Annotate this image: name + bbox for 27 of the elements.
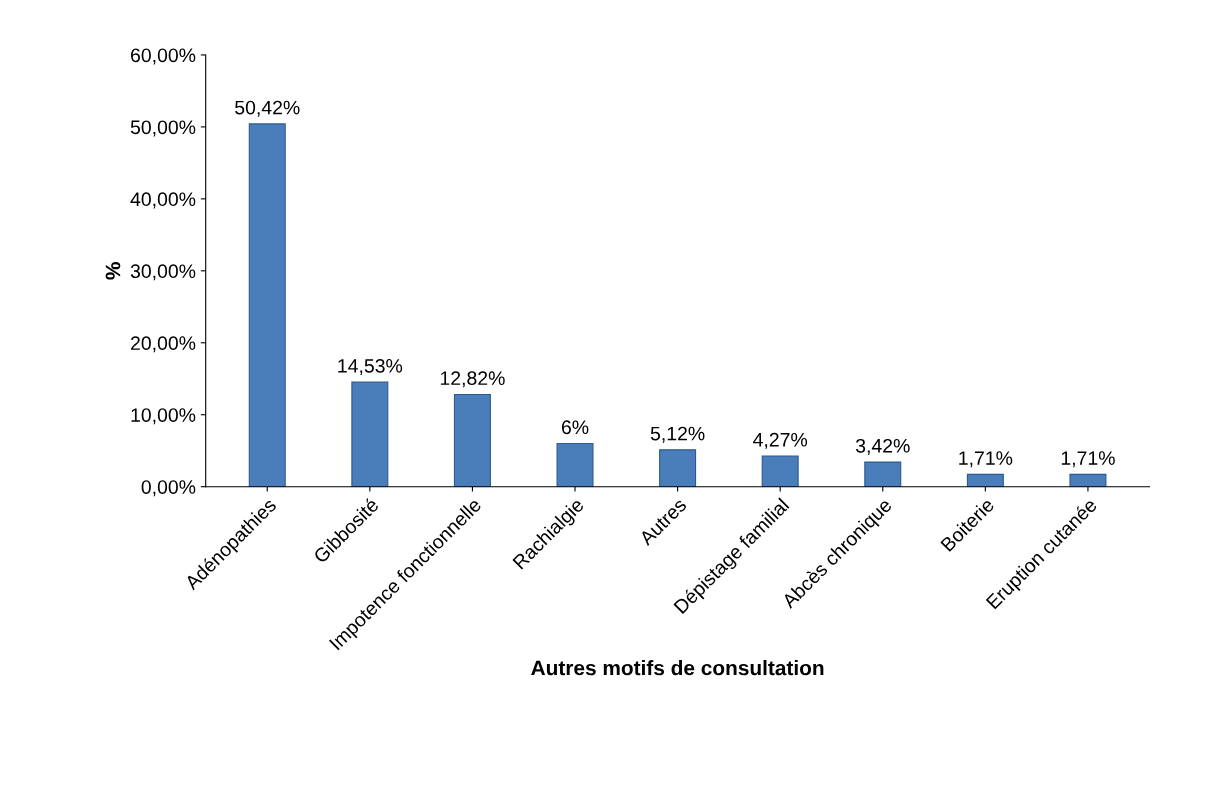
bar <box>248 123 286 487</box>
bar <box>761 455 799 487</box>
y-tick-label: 10,00% <box>131 408 196 425</box>
data-label: 1,71% <box>959 451 1013 468</box>
data-label: 14,53% <box>338 358 403 376</box>
bar <box>351 381 389 487</box>
x-axis-title: Autres motifs de consultation <box>531 660 824 676</box>
y-axis-title: % <box>105 262 121 280</box>
data-label: 1,71% <box>1061 451 1115 468</box>
bar <box>864 461 902 487</box>
data-label: 3,42% <box>855 438 910 455</box>
bar <box>453 393 491 487</box>
bar <box>556 442 594 487</box>
y-tick-label: 40,00% <box>130 192 196 209</box>
bar <box>1069 473 1107 487</box>
y-tick-label: 30,00% <box>130 264 196 281</box>
data-label: 5,12% <box>650 426 705 443</box>
y-tick-label: 50,00% <box>130 120 196 137</box>
bar <box>966 473 1004 487</box>
data-label: 50,42% <box>235 100 300 117</box>
data-label: 4,27% <box>753 432 808 449</box>
y-tick-label: 20,00% <box>131 336 196 353</box>
y-tick-label: 60,00% <box>131 48 196 65</box>
y-tick-label: 0,00% <box>141 480 196 497</box>
bar <box>659 449 697 487</box>
data-label: 12,82% <box>440 371 505 388</box>
data-label: 6% <box>561 420 589 435</box>
